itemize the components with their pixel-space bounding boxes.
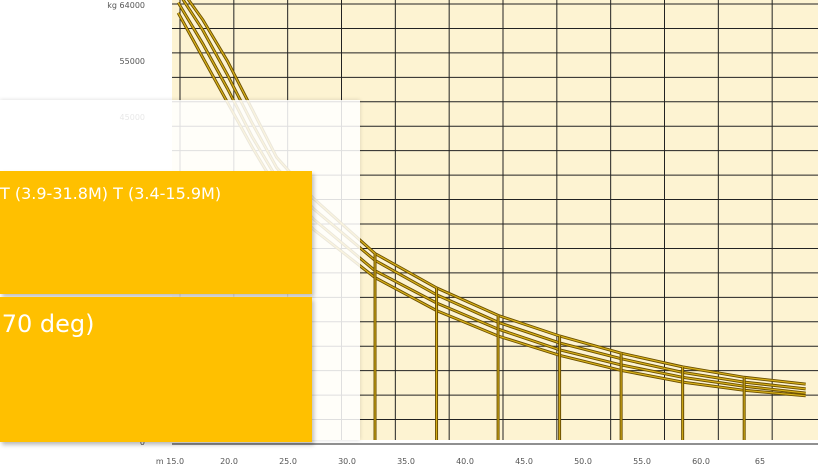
x-tick-label: 50.0 — [574, 457, 592, 466]
x-tick-label: 30.0 — [338, 457, 356, 466]
x-tick-label: m 15.0 — [156, 457, 184, 466]
x-tick-label: 25.0 — [279, 457, 297, 466]
callout-line-2: T (3.4-15.9M) — [113, 184, 222, 203]
boom-angle-callout: M (70 deg) — [0, 297, 312, 442]
x-tick-label: 40.0 — [456, 457, 474, 466]
boom-length-callout: T (3.9-31.8M) T (3.4-15.9M) — [0, 171, 312, 294]
chart-grid — [172, 0, 818, 445]
x-axis-tick-labels: m 15.0 20.0 25.0 30.0 35.0 40.0 45.0 50.0 55.0 60… — [156, 457, 765, 466]
callout-line-3: M (70 deg) — [0, 310, 95, 338]
x-tick-label: 55.0 — [633, 457, 651, 466]
load-curve-highlight-3 — [177, 2, 806, 394]
callout-line-1: T (3.9-31.8M) — [0, 184, 108, 203]
x-tick-label: 20.0 — [220, 457, 238, 466]
x-tick-label: 45.0 — [515, 457, 533, 466]
y-tick-label: 0 — [140, 438, 145, 447]
x-tick-label: 60.0 — [692, 457, 710, 466]
y-tick-label: 55000 — [120, 57, 145, 66]
radius-drop-lines — [373, 253, 746, 440]
load-curve-highlight-2 — [182, 0, 806, 390]
y-tick-label: kg 64000 — [107, 1, 145, 10]
load-curve-highlight-1 — [187, 0, 806, 385]
x-tick-label: 35.0 — [397, 457, 415, 466]
x-tick-label: 65 — [755, 457, 765, 466]
